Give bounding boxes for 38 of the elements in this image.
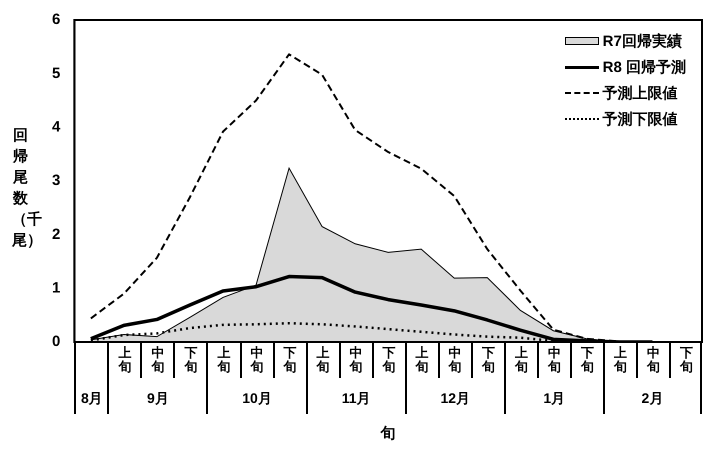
x-tick-label: 上旬 xyxy=(415,345,430,374)
x-tick-label: 中旬 xyxy=(250,345,264,374)
legend-label: R8 回帰予測 xyxy=(602,58,686,76)
x-tick-label: 下旬 xyxy=(679,345,694,374)
x-tick-label: 下旬 xyxy=(283,345,298,374)
text: 11月 xyxy=(342,390,371,408)
x-tick-label: 下旬 xyxy=(580,345,594,374)
text: 2月 xyxy=(642,390,664,408)
legend-label: R7回帰実績 xyxy=(602,32,682,50)
x-axis-title: 旬 xyxy=(379,424,397,443)
y-tick-label: 2 xyxy=(52,226,60,243)
x-tick-label: 下旬 xyxy=(382,345,396,374)
y-axis-title: 回帰尾数（千尾） xyxy=(12,126,42,251)
x-tick-label: 中旬 xyxy=(547,345,562,374)
y-tick-label: 5 xyxy=(52,64,60,82)
x-tick-label: 中旬 xyxy=(448,345,462,374)
text: 12月 xyxy=(440,390,470,408)
x-tick-label: 上旬 xyxy=(613,345,628,374)
text: 9月 xyxy=(147,390,169,408)
y-tick-label: 0 xyxy=(52,333,60,350)
y-tick-label: 3 xyxy=(52,172,60,190)
y-tick-label: 4 xyxy=(52,118,61,136)
legend-label: 予測上限値 xyxy=(602,84,678,102)
x-tick-label: 中旬 xyxy=(349,345,364,374)
text: 10月 xyxy=(242,390,272,408)
legend-label: 予測下限値 xyxy=(602,110,678,128)
x-tick-label: 中旬 xyxy=(150,345,165,374)
y-tick-label: 1 xyxy=(52,279,60,296)
x-tick-label: 下旬 xyxy=(481,345,496,374)
x-tick-label: 下旬 xyxy=(184,345,198,374)
x-tick-label: 中旬 xyxy=(646,345,660,374)
x-tick-label: 上旬 xyxy=(514,345,528,374)
x-tick-label: 上旬 xyxy=(316,345,330,374)
text: 8月 xyxy=(80,390,103,408)
x-tick-label: 上旬 xyxy=(118,345,132,374)
text: 1月 xyxy=(543,390,566,408)
x-tick-label: 上旬 xyxy=(216,345,231,374)
y-tick-label: 6 xyxy=(52,11,60,28)
